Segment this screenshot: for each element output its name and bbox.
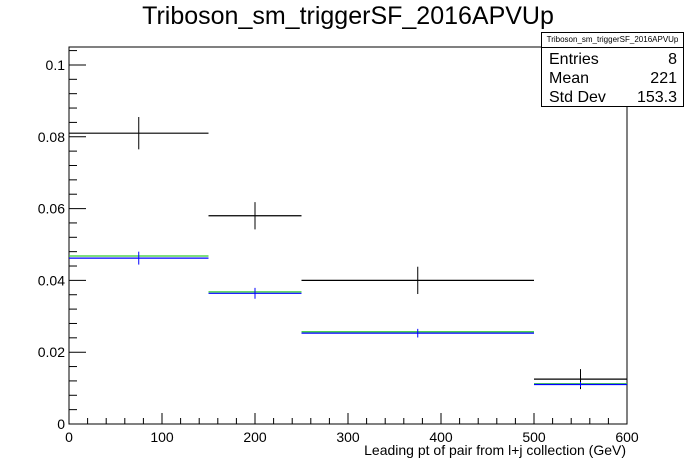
y-tick-label: 0.1 [46, 57, 66, 73]
series-0 [69, 117, 627, 390]
stats-mean-value: 221 [650, 70, 677, 87]
stats-entries-value: 8 [668, 51, 677, 68]
stats-box-name: Triboson_sm_triggerSF_2016APVUp [542, 33, 683, 48]
x-tick-label: 100 [150, 429, 174, 445]
y-tick-label: 0.08 [38, 129, 65, 145]
stats-stddev-value: 153.3 [636, 89, 677, 106]
x-tick-label: 600 [615, 429, 639, 445]
stats-mean-label: Mean [549, 70, 590, 87]
series-2 [69, 251, 627, 388]
y-tick-label: 0.06 [38, 201, 65, 217]
stats-entries-label: Entries [549, 51, 599, 68]
y-tick-label: 0.04 [38, 272, 65, 288]
stats-row-stddev: Std Dev 153.3 [549, 88, 677, 107]
x-tick-label: 300 [336, 429, 360, 445]
x-tick-label: 500 [522, 429, 546, 445]
stats-box: Triboson_sm_triggerSF_2016APVUp Entries … [541, 32, 684, 107]
chart-title: Triboson_sm_triggerSF_2016APVUp [142, 2, 554, 30]
x-axis-label: Leading pt of pair from l+j collection (… [364, 442, 626, 458]
x-tick-label: 400 [429, 429, 453, 445]
stats-row-entries: Entries 8 [549, 50, 677, 69]
stats-stddev-label: Std Dev [549, 89, 606, 106]
x-tick-label: 0 [65, 429, 73, 445]
series-1 [69, 255, 627, 385]
axes: 0 100 200 300 400 500 600 0 0.02 0.04 0.06 0.08 0.1 [38, 50, 639, 445]
y-tick-label: 0.02 [38, 344, 65, 360]
x-tick-label: 200 [243, 429, 267, 445]
stats-row-mean: Mean 221 [549, 69, 677, 88]
data-series [69, 117, 627, 390]
y-tick-label: 0 [57, 416, 65, 432]
